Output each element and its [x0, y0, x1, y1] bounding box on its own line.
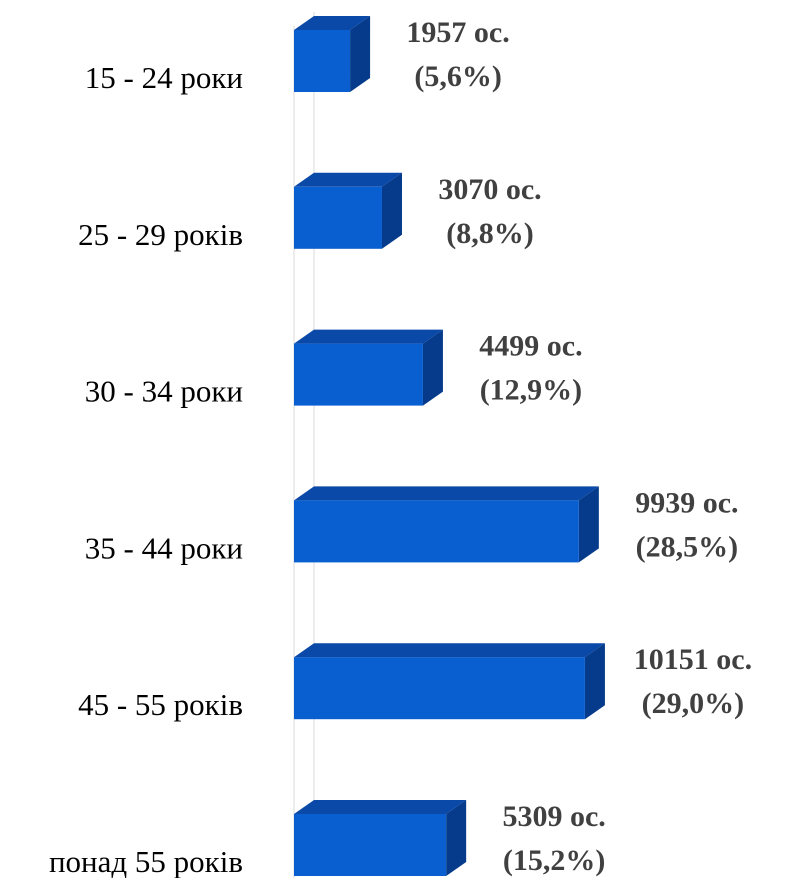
bar-side-face: [381, 172, 402, 249]
bar-side-face: [350, 16, 371, 92]
bar-top-face: [294, 172, 402, 187]
category-label: 45 - 55 років: [78, 687, 243, 722]
labels-layer: 15 - 24 роки 1957 ос. (5,6%) 25 - 29 років 3…: [49, 16, 752, 878]
axis-layer: [293, 12, 315, 878]
bar-front-face: [294, 186, 382, 249]
category-label: 15 - 24 роки: [85, 60, 243, 95]
bar-side-face: [578, 486, 599, 563]
percent-label: (12,9%): [480, 374, 582, 407]
bar-top-face: [294, 643, 605, 658]
value-label: 3070 ос.: [438, 173, 541, 206]
category-label: 35 - 44 роки: [85, 530, 243, 565]
bar-front-face: [294, 343, 423, 406]
category-label: 30 - 34 роки: [85, 374, 243, 409]
bar-top-face: [294, 800, 467, 814]
bar-side-face: [584, 643, 605, 720]
value-label: 1957 ос.: [406, 16, 509, 49]
bar: [294, 172, 402, 249]
percent-label: (5,6%): [414, 60, 501, 93]
bar-side-face: [422, 329, 443, 406]
percent-label: (15,2%): [503, 844, 605, 877]
category-label: понад 55 років: [49, 844, 243, 878]
bar: [294, 643, 605, 720]
bar-front-face: [294, 657, 585, 720]
percent-label: (8,8%): [446, 217, 533, 250]
bar-top-face: [294, 329, 443, 344]
percent-label: (28,5%): [636, 530, 738, 563]
bar-side-face: [446, 800, 467, 876]
percent-label: (29,0%): [642, 687, 744, 720]
bar-front-face: [294, 814, 447, 876]
value-label: 5309 ос.: [502, 800, 605, 833]
value-label: 4499 ос.: [479, 330, 582, 363]
bar: [294, 16, 371, 92]
value-label: 9939 ос.: [635, 486, 738, 519]
bar: [294, 486, 599, 563]
bars-layer: [294, 16, 605, 876]
bar: [294, 329, 443, 406]
value-label: 10151 ос.: [634, 643, 752, 676]
category-label: 25 - 29 років: [78, 217, 243, 252]
bar-front-face: [294, 30, 351, 92]
bar-top-face: [294, 16, 371, 30]
bar: [294, 800, 467, 876]
bar-top-face: [294, 486, 599, 501]
bar-front-face: [294, 500, 579, 563]
